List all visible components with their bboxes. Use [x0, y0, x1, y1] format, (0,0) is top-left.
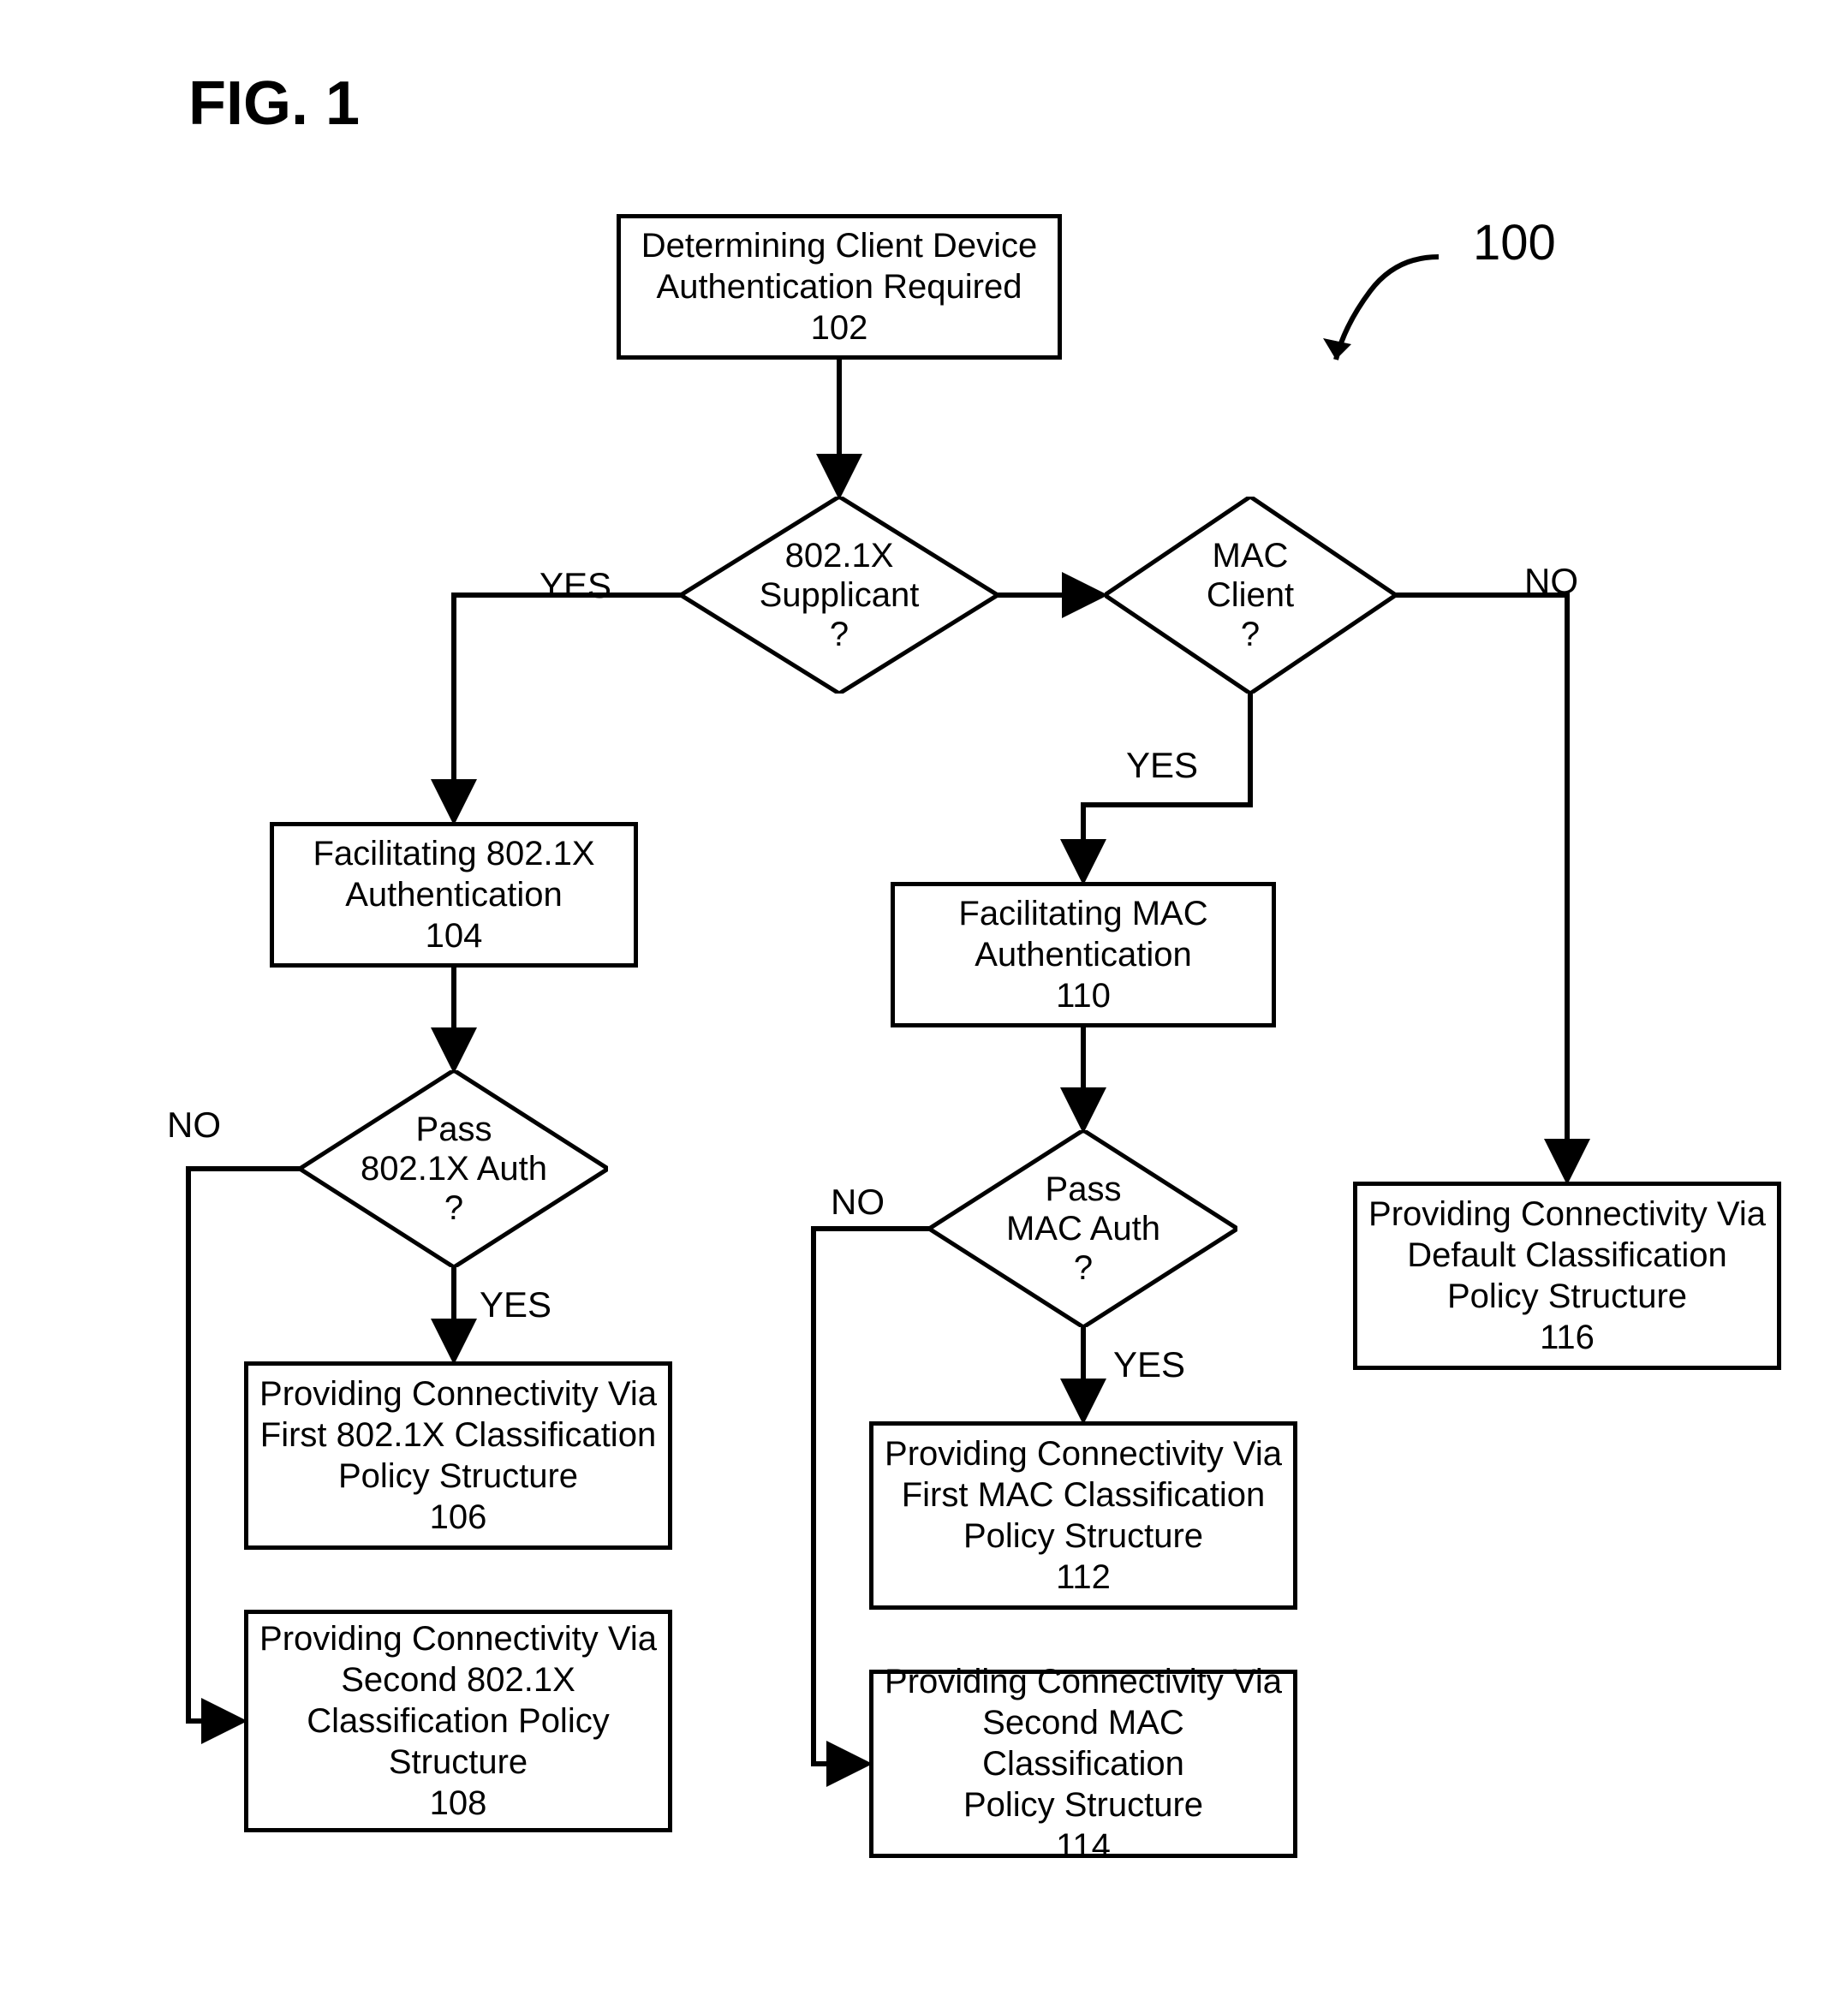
node-108-text: Providing Connectivity ViaSecond 802.1XC… — [259, 1618, 657, 1824]
decision-supplicant-text: 802.1XSupplicant? — [760, 536, 920, 654]
decision-macclient: MACClient? — [1105, 497, 1396, 694]
decision-supplicant: 802.1XSupplicant? — [681, 497, 998, 694]
node-106-text: Providing Connectivity ViaFirst 802.1X C… — [259, 1373, 657, 1538]
label-yes-macclient: YES — [1126, 745, 1198, 786]
node-108: Providing Connectivity ViaSecond 802.1XC… — [244, 1610, 672, 1832]
label-no-macclient: NO — [1524, 561, 1578, 602]
decision-passmac-text: PassMAC Auth? — [1006, 1170, 1160, 1288]
node-102: Determining Client DeviceAuthentication … — [617, 214, 1062, 360]
reference-numeral: 100 — [1473, 214, 1556, 271]
figure-title: FIG. 1 — [188, 68, 360, 139]
flowchart-page: FIG. 1 100 Determining Client DeviceAuth… — [0, 0, 1848, 1995]
node-114-text: Providing Connectivity ViaSecond MAC Cla… — [884, 1661, 1283, 1867]
decision-passmac: PassMAC Auth? — [929, 1130, 1237, 1327]
label-yes-supplicant: YES — [539, 565, 611, 606]
node-116-text: Providing Connectivity ViaDefault Classi… — [1368, 1194, 1766, 1358]
label-yes-passmac: YES — [1113, 1344, 1185, 1385]
node-112: Providing Connectivity ViaFirst MAC Clas… — [869, 1421, 1297, 1610]
node-106: Providing Connectivity ViaFirst 802.1X C… — [244, 1361, 672, 1550]
node-110-text: Facilitating MACAuthentication110 — [958, 893, 1207, 1016]
node-104-text: Facilitating 802.1XAuthentication104 — [313, 833, 594, 956]
decision-macclient-text: MACClient? — [1207, 536, 1294, 654]
node-114: Providing Connectivity ViaSecond MAC Cla… — [869, 1670, 1297, 1858]
node-112-text: Providing Connectivity ViaFirst MAC Clas… — [885, 1433, 1282, 1598]
decision-pass8021x-text: Pass802.1X Auth? — [361, 1110, 547, 1228]
node-110: Facilitating MACAuthentication110 — [891, 882, 1276, 1027]
ref-arrow — [1310, 240, 1464, 377]
label-no-passmac: NO — [831, 1182, 885, 1223]
node-116: Providing Connectivity ViaDefault Classi… — [1353, 1182, 1781, 1370]
node-102-text: Determining Client DeviceAuthentication … — [641, 225, 1037, 348]
label-yes-pass8021x: YES — [480, 1284, 551, 1325]
node-104: Facilitating 802.1XAuthentication104 — [270, 822, 638, 968]
decision-pass8021x: Pass802.1X Auth? — [300, 1070, 608, 1267]
label-no-pass8021x: NO — [167, 1105, 221, 1146]
